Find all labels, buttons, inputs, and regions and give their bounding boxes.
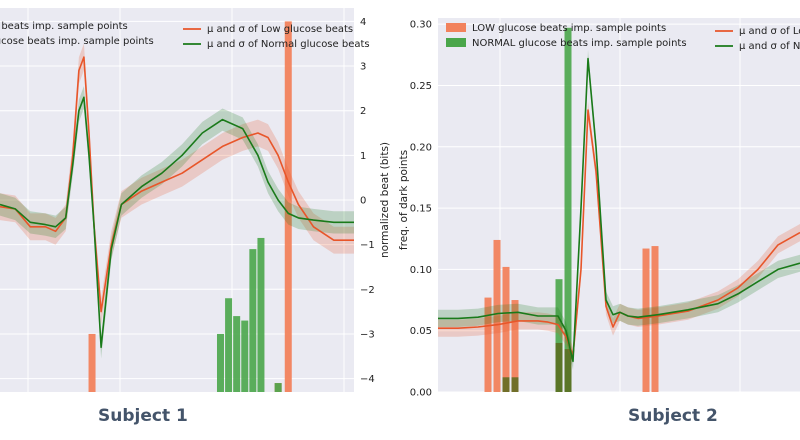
grid-subject-1: [0, 8, 354, 392]
bar-overlap: [555, 342, 563, 392]
chart-subject-2: 0.30 0.25 0.20 0.15 0.10 0.05 0.00 freq. of da…: [398, 18, 800, 399]
y-tick-label: 0.00: [410, 388, 432, 399]
sigma-band-normal-glucose: [438, 49, 800, 370]
mean-line-low-glucose: [0, 56, 354, 313]
y-tick-label: 0.15: [410, 204, 432, 215]
y-ticks-subject-1: 4 3 2 1 0 −1 −2 −3 −4: [360, 17, 375, 385]
bar-normal-glucose: [249, 249, 257, 392]
y-tick-label: 0.20: [410, 142, 432, 153]
bar-overlap: [511, 377, 519, 392]
legend-label: μ and σ of Normal glucose beats: [207, 39, 370, 50]
bar-low-glucose: [484, 297, 492, 392]
y-axis-label-subject-2: freq. of dark points: [398, 150, 410, 250]
mean-line-normal-glucose: [438, 57, 800, 363]
bar-normal-glucose: [233, 316, 241, 392]
legend-label: μ and σ of Low glucose beats: [207, 24, 353, 35]
bars-subject-1: [88, 21, 292, 392]
legend-label: e beats imp. sample points: [0, 21, 128, 32]
bar-low-glucose: [511, 300, 519, 392]
legend-swatch-bar: [446, 38, 466, 47]
y-tick-label: 4: [360, 17, 366, 28]
y-axis-label-subject-1: normalized beat (bits): [379, 142, 391, 258]
y-ticks-subject-2: 0.30 0.25 0.20 0.15 0.10 0.05 0.00: [410, 20, 432, 399]
bar-low-glucose: [284, 21, 292, 392]
bar-low-glucose: [88, 333, 96, 392]
y-tick-label: −3: [360, 329, 375, 340]
plot-area-subject-2: [438, 18, 800, 392]
y-tick-label: 0: [360, 196, 366, 207]
legend-subject-2: LOW glucose beats imp. sample points NORM…: [446, 23, 800, 52]
legend-label: NORMAL glucose beats imp. sample points: [472, 38, 687, 49]
bars-subject-2: [484, 27, 659, 392]
bar-low-glucose: [651, 246, 659, 392]
sigma-band-low-glucose: [438, 101, 800, 364]
mean-line-low-glucose: [438, 109, 800, 357]
mean-line-normal-glucose: [0, 96, 354, 349]
bar-low-glucose: [493, 239, 501, 392]
legend-swatch-bar: [446, 23, 466, 32]
y-tick-label: 3: [360, 62, 366, 73]
bar-normal-glucose: [257, 237, 265, 392]
bar-overlap: [564, 349, 572, 392]
chart-subject-1: 4 3 2 1 0 −1 −2 −3 −4 normalized beat (bits) e b…: [0, 8, 391, 392]
y-tick-label: 0.05: [410, 326, 432, 337]
y-tick-label: −2: [360, 285, 375, 296]
bar-normal-glucose: [564, 27, 572, 392]
legend-label: LOW glucose beats imp. sample points: [472, 23, 666, 34]
caption-subject-2: Subject 2: [628, 406, 718, 426]
legend-label: μ and σ of No: [739, 41, 800, 52]
mean-lines-subject-1: [0, 56, 354, 349]
bar-normal-glucose: [225, 298, 233, 392]
bar-overlap: [502, 377, 510, 392]
legend-label: lucose beats imp. sample points: [0, 36, 154, 47]
legend-subject-1: e beats imp. sample points lucose beats i…: [0, 21, 370, 50]
caption-subject-1: Subject 1: [98, 406, 188, 426]
mean-lines-subject-2: [438, 57, 800, 363]
bar-normal-glucose: [241, 320, 249, 392]
bar-normal-glucose: [274, 383, 282, 392]
bar-low-glucose: [642, 248, 650, 392]
y-tick-label: 0.10: [410, 265, 432, 276]
sigma-bands-subject-2: [438, 49, 800, 370]
y-tick-label: 0.25: [410, 81, 432, 92]
legend-label: μ and σ of Lo: [739, 26, 800, 37]
bar-low-glucose: [502, 266, 510, 392]
y-tick-label: −4: [360, 374, 375, 385]
y-tick-label: −1: [360, 240, 375, 251]
y-tick-label: 0.30: [410, 20, 432, 31]
y-tick-label: 1: [360, 151, 366, 162]
y-tick-label: 2: [360, 106, 366, 117]
bar-normal-glucose: [216, 333, 224, 392]
bar-normal-glucose: [555, 279, 563, 392]
